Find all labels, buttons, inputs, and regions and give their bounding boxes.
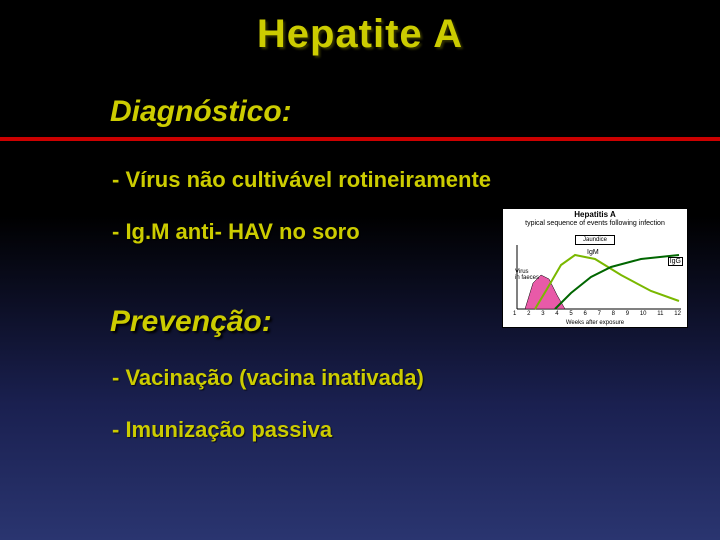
chart-virus-label: Virusin faeces xyxy=(515,269,539,281)
divider xyxy=(0,137,720,141)
diagnostico-bullet-1: - Vírus não cultivável rotineiramente xyxy=(112,167,720,193)
chart-x-ticks: 123 456 789 101112 xyxy=(513,311,681,317)
hepatitis-serology-chart: Hepatitis A typical sequence of events f… xyxy=(502,208,688,328)
prevencao-bullet-2: - Imunização passiva xyxy=(112,417,720,443)
chart-title: Hepatitis A xyxy=(503,209,687,220)
chart-x-axis-title: Weeks after exposure xyxy=(503,320,687,326)
diagnostico-heading: Diagnóstico: xyxy=(110,95,720,129)
chart-igg-label: IgG xyxy=(668,257,683,266)
prevencao-bullet-1: - Vacinação (vacina inativada) xyxy=(112,365,720,391)
page-title: Hepatite A xyxy=(0,0,720,57)
chart-igm-label: IgM xyxy=(587,249,599,256)
chart-subtitle: typical sequence of events following inf… xyxy=(503,220,687,227)
